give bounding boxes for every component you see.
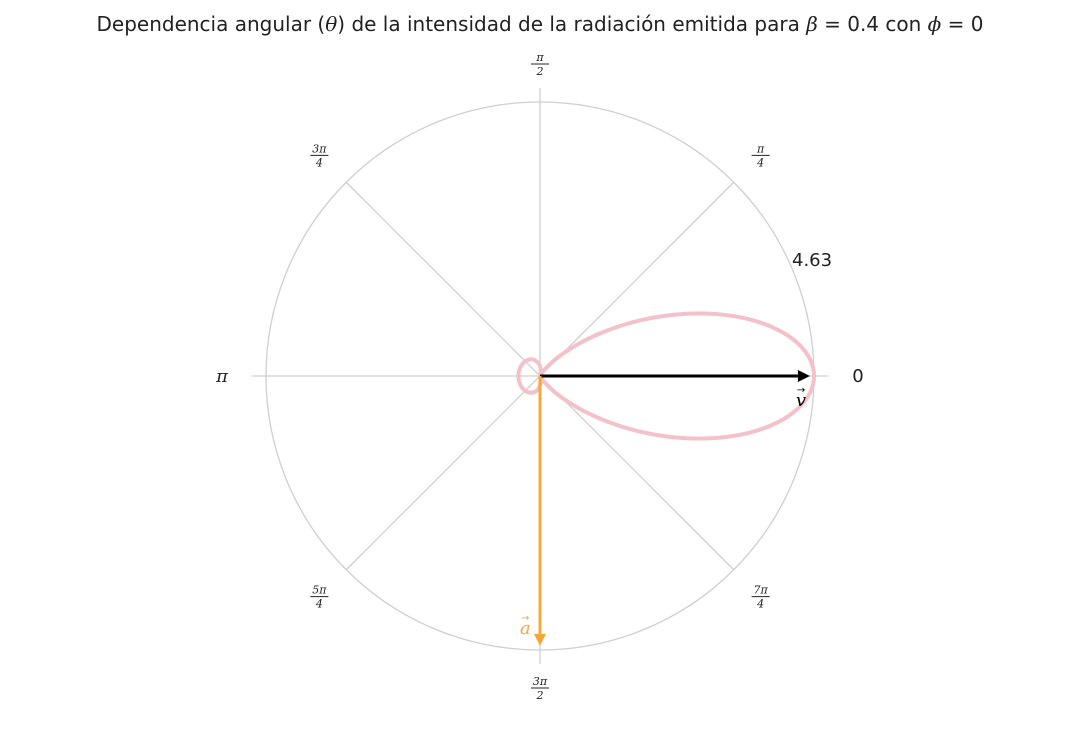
grid-spoke [345,375,541,571]
grid-spoke [539,181,735,377]
vector-a: a→ [520,376,546,646]
svg-text:0: 0 [852,366,863,387]
svg-text:4: 4 [756,156,764,169]
svg-text:7π: 7π [754,584,769,597]
svg-text:3π: 3π [533,675,548,688]
theta-tick-label: π2 [531,51,549,78]
svg-text:4: 4 [756,598,764,611]
svg-text:π: π [756,142,765,155]
svg-text:→: → [521,613,529,624]
chart-title: Dependencia angular (θ) de la intensidad… [97,12,984,36]
svg-text:4: 4 [315,156,323,169]
theta-tick-label: 7π4 [751,584,770,611]
svg-text:5π: 5π [312,584,327,597]
svg-text:2: 2 [536,689,544,702]
radial-tick-label: 4.63 [792,250,832,271]
vector-v: v→ [540,370,810,411]
theta-tick-label: 0 [852,366,863,387]
svg-text:π: π [535,51,544,64]
theta-tick-label: π [215,366,229,387]
grid-spoke [345,181,541,377]
grid-spoke [539,375,735,571]
svg-text:a: a [520,618,531,639]
theta-tick-label: 3π2 [531,675,549,702]
theta-tick-label: 3π4 [310,142,329,169]
svg-text:2: 2 [536,65,544,78]
vectors: v→a→ [520,370,810,646]
theta-tick-label: 5π4 [310,584,329,611]
svg-text:4: 4 [315,598,323,611]
theta-tick-label: π4 [751,142,770,169]
svg-text:π: π [215,366,229,387]
svg-text:3π: 3π [312,142,327,155]
svg-text:v: v [796,390,806,411]
svg-text:→: → [797,385,805,396]
